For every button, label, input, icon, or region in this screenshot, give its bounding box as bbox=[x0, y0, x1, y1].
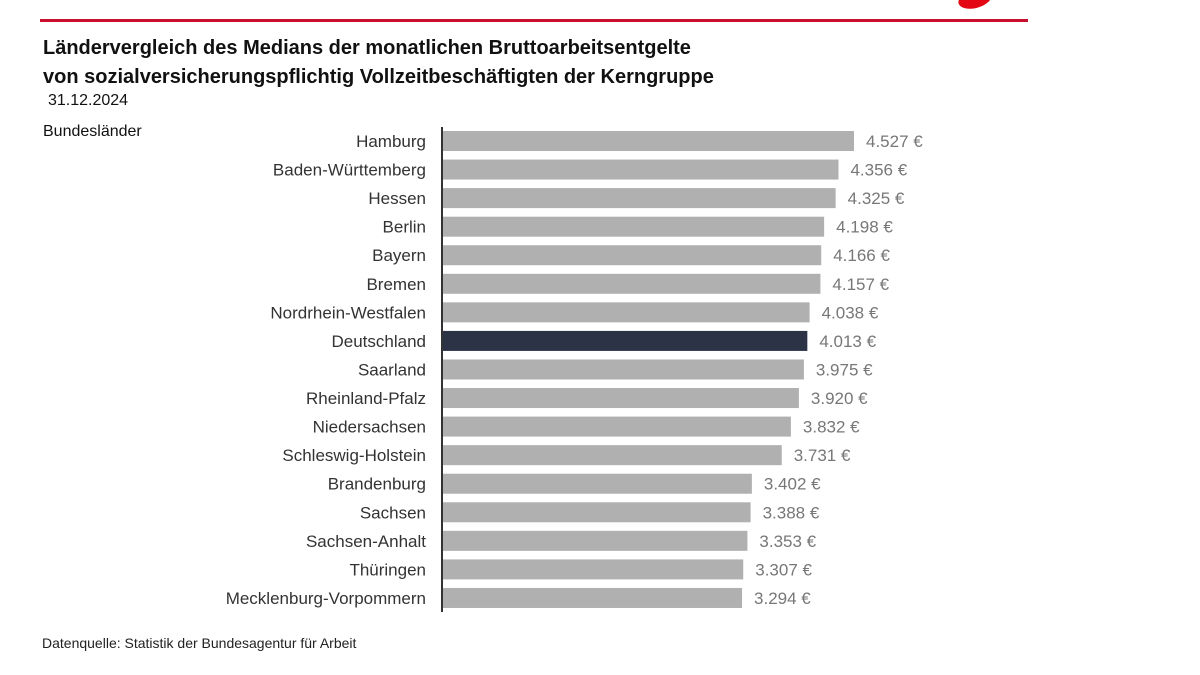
bar bbox=[443, 273, 821, 294]
bar bbox=[443, 502, 751, 523]
bar bbox=[443, 587, 743, 608]
value-label: 4.356 € bbox=[850, 161, 907, 180]
value-label: 4.157 € bbox=[832, 275, 889, 294]
category-label: Niedersachsen bbox=[313, 418, 426, 437]
bar bbox=[443, 445, 782, 466]
category-label: Nordrhein-Westfalen bbox=[270, 303, 426, 322]
bar bbox=[443, 216, 825, 237]
chart-date: 31.12.2024 bbox=[48, 92, 129, 109]
value-label: 3.975 € bbox=[816, 360, 873, 379]
value-label: 4.166 € bbox=[833, 246, 890, 265]
value-label: 4.325 € bbox=[848, 189, 905, 208]
category-label: Schleswig-Holstein bbox=[282, 446, 426, 465]
value-label: 3.832 € bbox=[803, 418, 860, 437]
category-label: Bremen bbox=[366, 275, 426, 294]
bar bbox=[443, 245, 822, 266]
bar bbox=[443, 530, 748, 551]
bar bbox=[443, 131, 854, 151]
category-label: Thüringen bbox=[349, 560, 426, 579]
bar bbox=[443, 359, 804, 380]
value-label: 3.353 € bbox=[759, 532, 816, 551]
bar bbox=[443, 388, 799, 409]
category-label: Deutschland bbox=[331, 332, 426, 351]
category-label: Saarland bbox=[358, 360, 426, 379]
bar bbox=[443, 473, 752, 494]
category-label: Hamburg bbox=[356, 132, 426, 151]
value-label: 3.402 € bbox=[764, 475, 821, 494]
header-rule bbox=[40, 19, 1028, 22]
value-label: 3.920 € bbox=[811, 389, 868, 408]
value-label: 4.527 € bbox=[866, 132, 923, 151]
bar bbox=[443, 559, 744, 580]
bar bbox=[443, 302, 810, 323]
value-label: 3.294 € bbox=[754, 589, 811, 608]
value-label: 3.307 € bbox=[755, 560, 812, 579]
category-label: Sachsen-Anhalt bbox=[306, 532, 426, 551]
value-label: 4.038 € bbox=[822, 303, 879, 322]
data-source: Datenquelle: Statistik der Bundesagentur… bbox=[42, 635, 357, 651]
title-line-1: Ländervergleich des Medians der monatlic… bbox=[43, 37, 691, 59]
chart-title: Ländervergleich des Medians der monatlic… bbox=[43, 34, 1043, 92]
title-line-2: von sozialversicherungspflichtig Vollzei… bbox=[43, 66, 714, 88]
bar bbox=[443, 188, 836, 209]
category-label: Mecklenburg-Vorpommern bbox=[226, 589, 426, 608]
bar bbox=[443, 159, 839, 180]
value-label: 4.198 € bbox=[836, 218, 893, 237]
y-axis-label: Bundesländer bbox=[43, 123, 142, 140]
bar bbox=[443, 330, 808, 351]
value-label: 4.013 € bbox=[819, 332, 876, 351]
value-label: 3.731 € bbox=[794, 446, 851, 465]
category-label: Baden-Württemberg bbox=[273, 161, 426, 180]
category-label: Sachsen bbox=[360, 503, 426, 522]
bar bbox=[443, 416, 791, 437]
category-label: Berlin bbox=[383, 218, 426, 237]
category-label: Bayern bbox=[372, 246, 426, 265]
category-label: Brandenburg bbox=[328, 475, 426, 494]
category-label: Rheinland-Pfalz bbox=[306, 389, 426, 408]
category-label: Hessen bbox=[368, 189, 426, 208]
value-label: 3.388 € bbox=[763, 503, 820, 522]
